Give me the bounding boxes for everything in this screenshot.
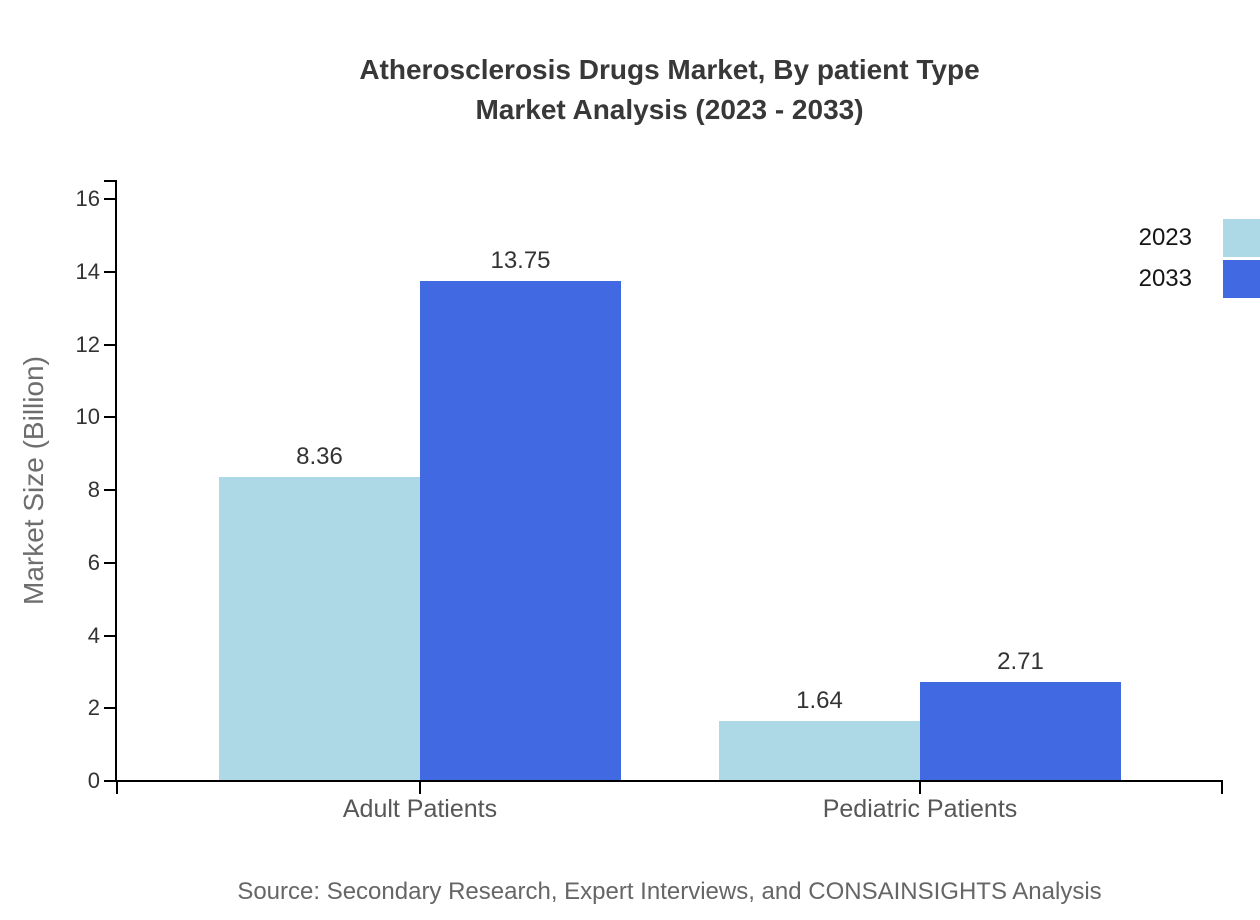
- y-tick-mark: [104, 780, 117, 782]
- x-tick-mark: [419, 780, 421, 794]
- y-tick-label: 2: [87, 695, 100, 720]
- legend: 2023 2033: [1000, 0, 1260, 320]
- y-tick-mark: [104, 489, 117, 491]
- x-tick-mark: [1221, 780, 1223, 794]
- y-tick-label: 6: [87, 550, 100, 575]
- bar-2033-0: [420, 281, 621, 781]
- y-tick-label: 10: [75, 404, 100, 429]
- bar-value-label: 2.71: [997, 648, 1044, 675]
- x-axis-line: [115, 780, 1222, 782]
- legend-item-2033: 2033: [1139, 260, 1260, 298]
- legend-label: 2023: [1138, 224, 1192, 251]
- bar-2023-0: [219, 477, 420, 781]
- y-axis-end-tick: [104, 180, 117, 182]
- y-tick-mark: [104, 707, 117, 709]
- y-tick-label: 14: [75, 259, 100, 284]
- y-tick-mark: [104, 562, 117, 564]
- legend-swatch: [1223, 260, 1260, 298]
- y-tick-mark: [104, 344, 117, 346]
- legend-swatch: [1223, 219, 1260, 257]
- chart-title-line2: Market Analysis (2023 - 2033): [475, 94, 864, 125]
- chart-title: Atherosclerosis Drugs Market, By patient…: [117, 50, 1222, 130]
- y-tick-mark: [104, 416, 117, 418]
- y-tick-mark: [104, 271, 117, 273]
- y-tick-label: 8: [87, 477, 100, 502]
- bar-value-label: 13.75: [490, 247, 551, 274]
- x-tick-mark: [116, 780, 118, 794]
- y-tick-label: 0: [87, 768, 100, 793]
- y-tick-label: 12: [75, 332, 100, 357]
- y-tick-label: 16: [75, 186, 100, 211]
- y-tick-mark: [104, 198, 117, 200]
- y-axis-line: [115, 180, 117, 782]
- legend-label: 2033: [1138, 265, 1192, 292]
- bar-value-label: 1.64: [796, 687, 843, 714]
- y-tick-mark: [104, 635, 117, 637]
- source-note: Source: Secondary Research, Expert Inter…: [237, 878, 1102, 905]
- y-tick-label: 4: [87, 623, 100, 648]
- x-category-label: Adult Patients: [342, 795, 498, 823]
- bar-2023-1: [719, 721, 920, 781]
- bar-value-label: 8.36: [296, 443, 343, 470]
- chart-title-line1: Atherosclerosis Drugs Market, By patient…: [359, 54, 980, 85]
- legend-item-2023: 2023: [1139, 219, 1260, 257]
- x-tick-mark: [919, 780, 921, 794]
- bar-2033-1: [920, 682, 1121, 781]
- x-category-label: Pediatric Patients: [822, 795, 1018, 823]
